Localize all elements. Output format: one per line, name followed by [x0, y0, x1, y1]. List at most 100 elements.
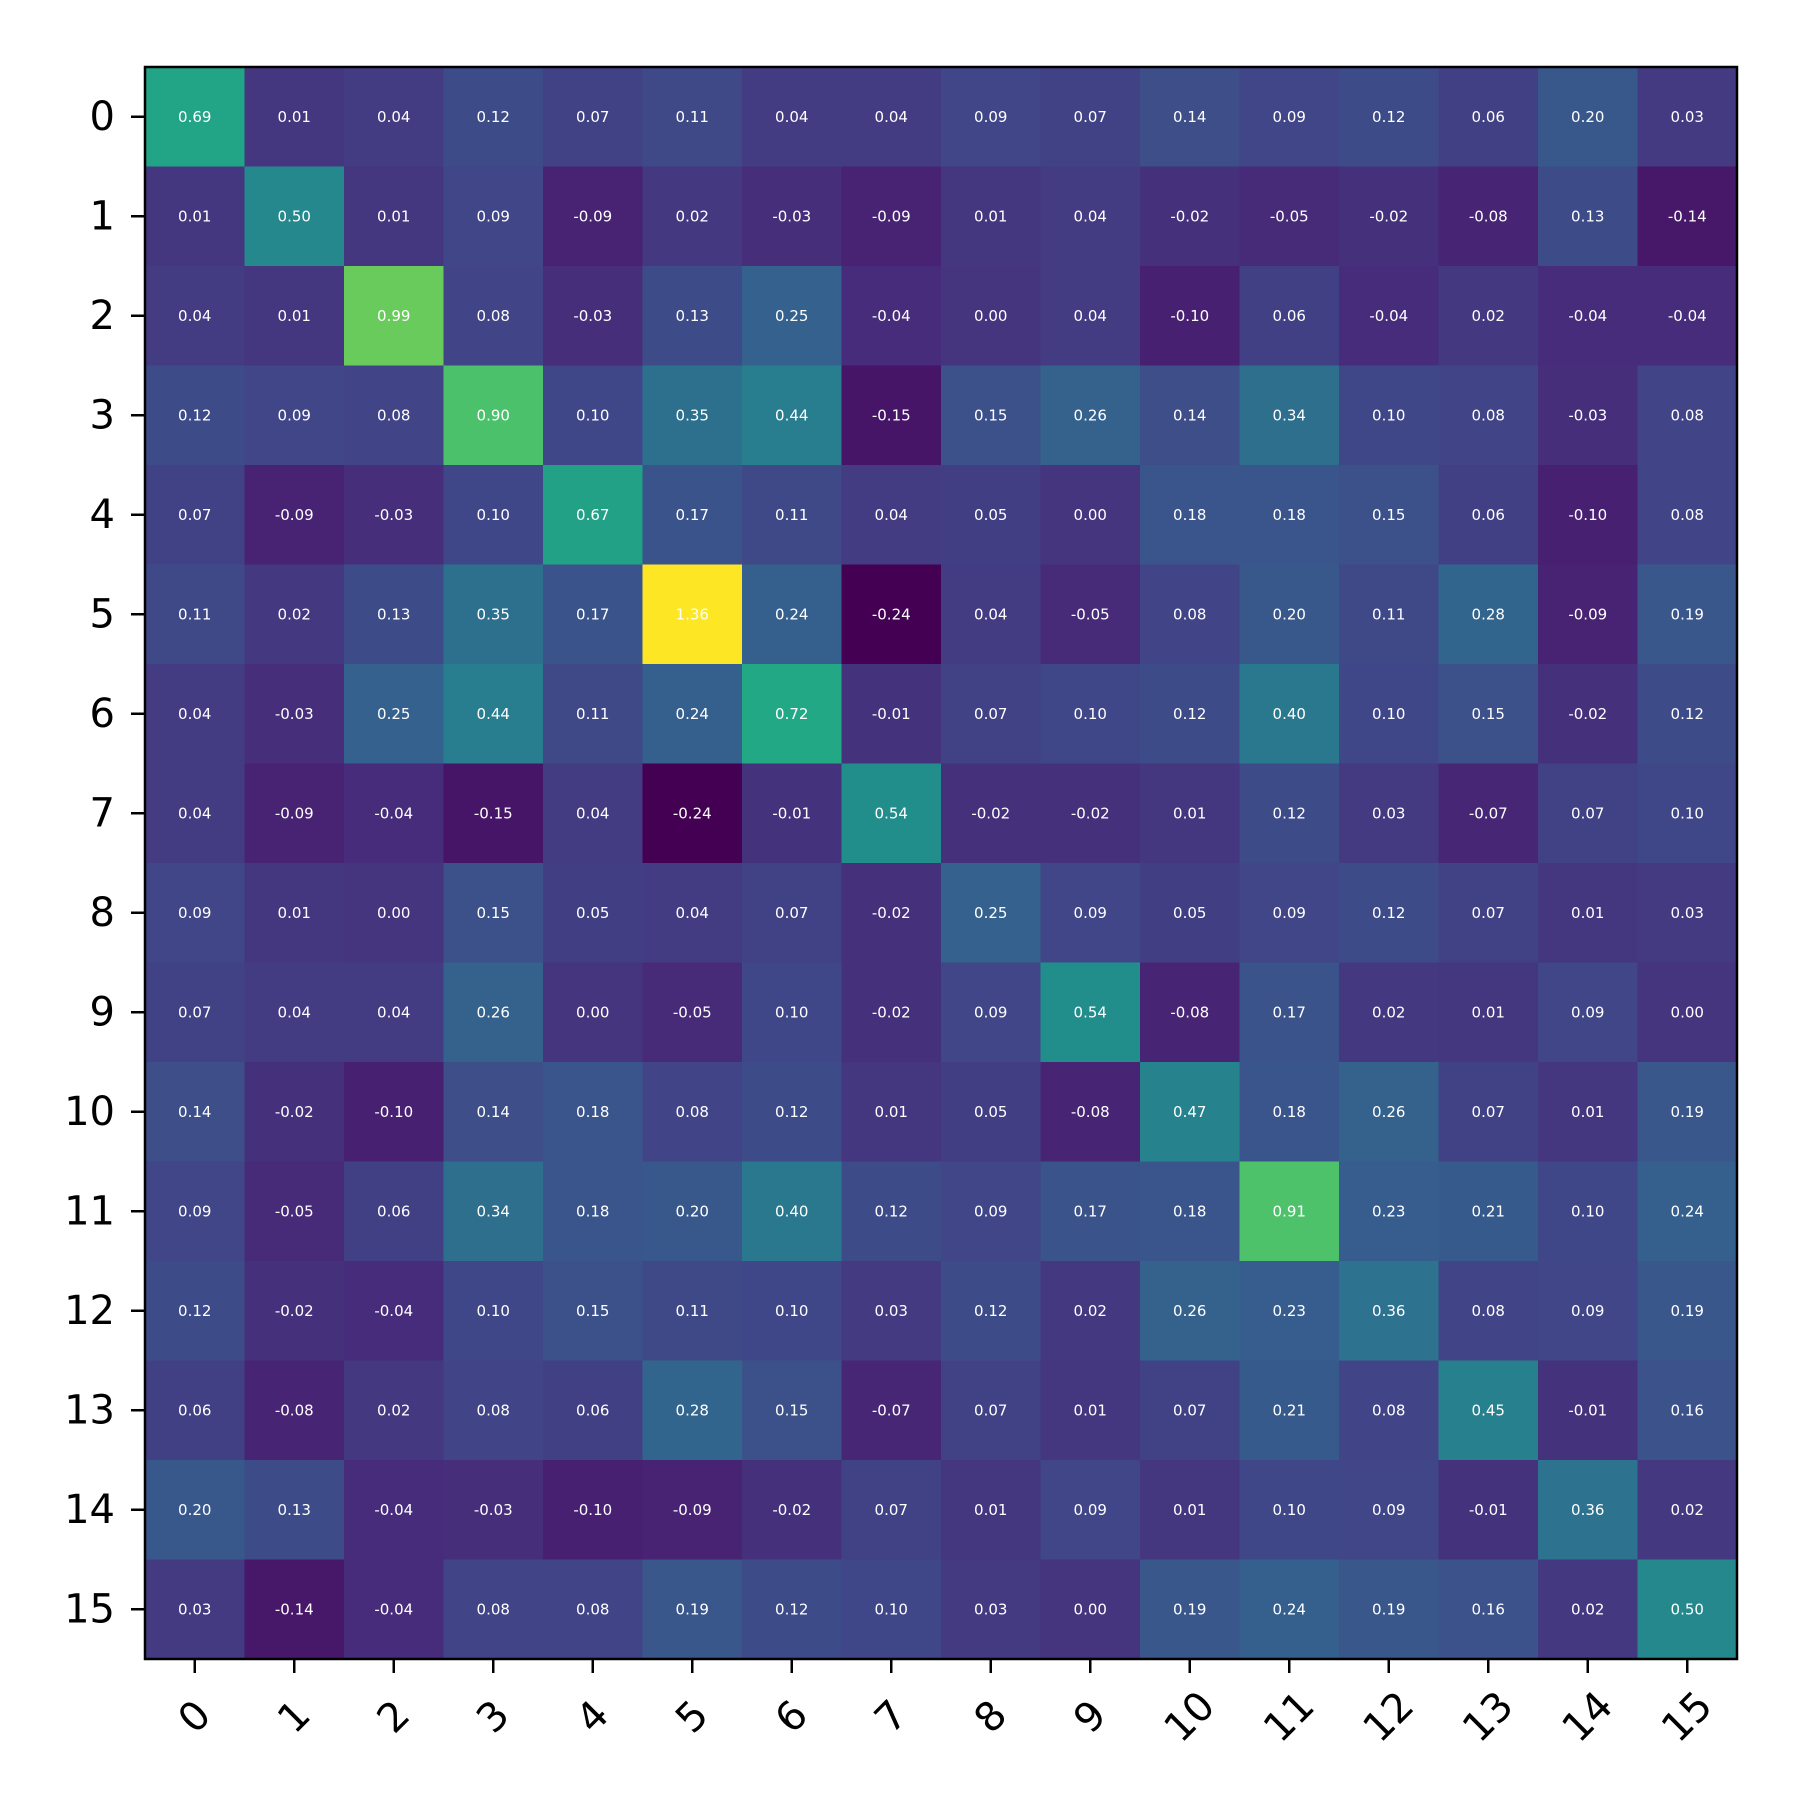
cell-value-label: 0.12: [477, 108, 510, 126]
heatmap-cell-r12-c11: [1239, 1261, 1340, 1362]
heatmap-cell-r3-c6: [742, 365, 843, 466]
heatmap-cell-r1-c9: [1040, 166, 1141, 267]
cell-value-label: 0.04: [377, 108, 410, 126]
heatmap-cell-r13-c14: [1538, 1360, 1639, 1461]
heatmap-cell-r6-c14: [1538, 664, 1639, 765]
cell-value-label: -0.09: [1568, 605, 1607, 623]
heatmap-cell-r0-c9: [1040, 67, 1141, 168]
cell-value-label: 0.07: [178, 1003, 211, 1021]
heatmap-cell-r12-c7: [841, 1261, 942, 1362]
y-tick-label: 1: [90, 193, 115, 239]
heatmap-cell-r5-c5: [642, 564, 743, 665]
cell-value-label: 0.08: [1372, 1401, 1405, 1419]
cell-value-label: 0.14: [477, 1103, 510, 1121]
cell-value-label: 0.47: [1173, 1103, 1206, 1121]
heatmap-cell-r10-c9: [1040, 1062, 1141, 1163]
heatmap-cell-r4-c6: [742, 465, 843, 566]
heatmap-cell-r13-c5: [642, 1360, 743, 1461]
heatmap-cell-r14-c14: [1538, 1460, 1639, 1561]
y-tick-label: 3: [90, 392, 115, 438]
heatmap-cell-r5-c15: [1637, 564, 1738, 665]
cell-value-label: 0.19: [1671, 1103, 1704, 1121]
plot-frame: [143, 65, 1739, 1661]
heatmap-cell-r3-c4: [543, 365, 644, 466]
heatmap-cell-r15-c3: [443, 1559, 544, 1660]
cell-value-label: 0.10: [477, 1302, 510, 1320]
cell-value-label: 0.35: [676, 406, 709, 424]
heatmap-cell-r10-c14: [1538, 1062, 1639, 1163]
cell-value-label: 0.28: [676, 1401, 709, 1419]
cell-value-label: 0.14: [178, 1103, 211, 1121]
y-tick-label: 6: [90, 691, 115, 737]
cell-value-label: -0.09: [573, 207, 612, 225]
cell-value-label: 0.07: [974, 1401, 1007, 1419]
cell-value-label: 0.34: [477, 1202, 510, 1220]
cell-value-label: 0.10: [775, 1302, 808, 1320]
heatmap-cell-r3-c3: [443, 365, 544, 466]
heatmap-cell-r15-c0: [145, 1559, 246, 1660]
cell-value-label: 0.50: [1671, 1600, 1704, 1618]
cell-value-label: 0.09: [974, 1003, 1007, 1021]
heatmap-cell-r10-c10: [1140, 1062, 1241, 1163]
cell-value-label: -0.02: [772, 1501, 811, 1519]
heatmap-cell-r10-c12: [1339, 1062, 1440, 1163]
cell-value-label: 0.40: [1273, 705, 1306, 723]
cell-value-label: -0.07: [1469, 804, 1508, 822]
cell-value-label: 0.07: [775, 904, 808, 922]
cell-value-label: -0.04: [374, 1302, 413, 1320]
heatmap-cell-r4-c8: [941, 465, 1042, 566]
heatmap-cell-r4-c1: [244, 465, 345, 566]
cell-value-label: 0.07: [1173, 1401, 1206, 1419]
cell-value-label: -0.08: [275, 1401, 314, 1419]
cell-value-label: 0.24: [1273, 1600, 1306, 1618]
heatmap-cell-r4-c0: [145, 465, 246, 566]
cell-value-label: 0.12: [1173, 705, 1206, 723]
heatmap-cell-r11-c13: [1438, 1161, 1539, 1262]
heatmap-cell-r10-c0: [145, 1062, 246, 1163]
cell-value-label: 0.18: [576, 1103, 609, 1121]
cell-value-label: -0.05: [673, 1003, 712, 1021]
cell-value-label: 0.12: [1273, 804, 1306, 822]
cell-value-label: 0.01: [1173, 804, 1206, 822]
y-tick-label: 14: [64, 1487, 115, 1533]
heatmap-cell-r6-c3: [443, 664, 544, 765]
heatmap-cell-r15-c10: [1140, 1559, 1241, 1660]
heatmap-cell-r14-c9: [1040, 1460, 1141, 1561]
heatmap-cell-r7-c4: [543, 763, 644, 864]
cell-value-label: -0.09: [872, 207, 911, 225]
cell-value-label: 0.21: [1472, 1202, 1505, 1220]
heatmap-cell-r4-c14: [1538, 465, 1639, 566]
heatmap-cell-r14-c10: [1140, 1460, 1241, 1561]
cell-value-label: 0.10: [1074, 705, 1107, 723]
heatmap-cell-r11-c3: [443, 1161, 544, 1262]
heatmap-cell-r6-c2: [344, 664, 445, 765]
cell-value-label: 0.09: [1273, 904, 1306, 922]
cell-value-label: -0.10: [1568, 506, 1607, 524]
heatmap-cell-r2-c11: [1239, 266, 1340, 367]
cell-value-label: 0.04: [974, 605, 1007, 623]
heatmap-cell-r12-c8: [941, 1261, 1042, 1362]
cell-value-label: 0.09: [1571, 1302, 1604, 1320]
cell-value-label: 0.05: [974, 1103, 1007, 1121]
heatmap-cell-r8-c14: [1538, 863, 1639, 964]
heatmap-cell-r2-c4: [543, 266, 644, 367]
cell-value-label: 0.17: [1273, 1003, 1306, 1021]
heatmap-cell-r15-c12: [1339, 1559, 1440, 1660]
cell-value-label: 0.01: [974, 1501, 1007, 1519]
heatmap-cell-r3-c10: [1140, 365, 1241, 466]
heatmap-cell-r6-c1: [244, 664, 345, 765]
heatmap-cell-r8-c13: [1438, 863, 1539, 964]
heatmap-cell-r4-c11: [1239, 465, 1340, 566]
cell-value-label: 0.02: [377, 1401, 410, 1419]
heatmap-cell-r7-c15: [1637, 763, 1738, 864]
cell-value-label: -0.15: [872, 406, 911, 424]
cell-value-label: 0.28: [1472, 605, 1505, 623]
cell-value-label: 0.26: [1173, 1302, 1206, 1320]
cell-value-label: 0.11: [576, 705, 609, 723]
cell-value-label: 0.99: [377, 307, 410, 325]
cell-value-label: 0.17: [576, 605, 609, 623]
heatmap-cell-r4-c7: [841, 465, 942, 566]
heatmap-cell-r10-c11: [1239, 1062, 1340, 1163]
heatmap-cell-r15-c1: [244, 1559, 345, 1660]
